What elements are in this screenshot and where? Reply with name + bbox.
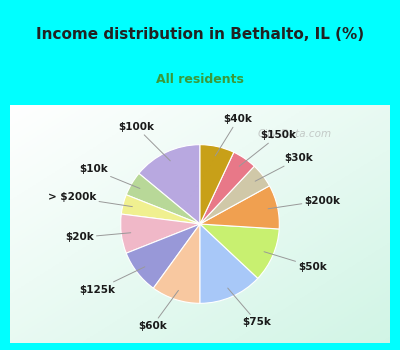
Text: $10k: $10k	[79, 164, 140, 188]
Wedge shape	[139, 145, 200, 224]
Wedge shape	[153, 224, 200, 303]
Wedge shape	[200, 224, 258, 303]
Wedge shape	[200, 224, 279, 278]
Text: $30k: $30k	[255, 153, 313, 181]
Text: $150k: $150k	[239, 131, 296, 166]
Text: $125k: $125k	[79, 267, 145, 295]
Wedge shape	[200, 145, 234, 224]
Text: $50k: $50k	[264, 252, 327, 272]
Wedge shape	[121, 214, 200, 253]
Text: All residents: All residents	[156, 73, 244, 86]
Text: $200k: $200k	[268, 196, 340, 209]
Wedge shape	[200, 186, 279, 229]
Text: > $200k: > $200k	[48, 193, 132, 206]
Wedge shape	[200, 152, 254, 224]
Text: $40k: $40k	[215, 114, 252, 156]
Text: $20k: $20k	[65, 232, 131, 243]
Wedge shape	[200, 166, 270, 224]
Text: $75k: $75k	[228, 288, 272, 327]
Wedge shape	[126, 174, 200, 224]
Wedge shape	[126, 224, 200, 288]
Text: Income distribution in Bethalto, IL (%): Income distribution in Bethalto, IL (%)	[36, 27, 364, 42]
Wedge shape	[121, 195, 200, 224]
Text: $60k: $60k	[138, 290, 178, 331]
Text: $100k: $100k	[118, 122, 170, 161]
Text: City-Data.com: City-Data.com	[258, 128, 332, 139]
